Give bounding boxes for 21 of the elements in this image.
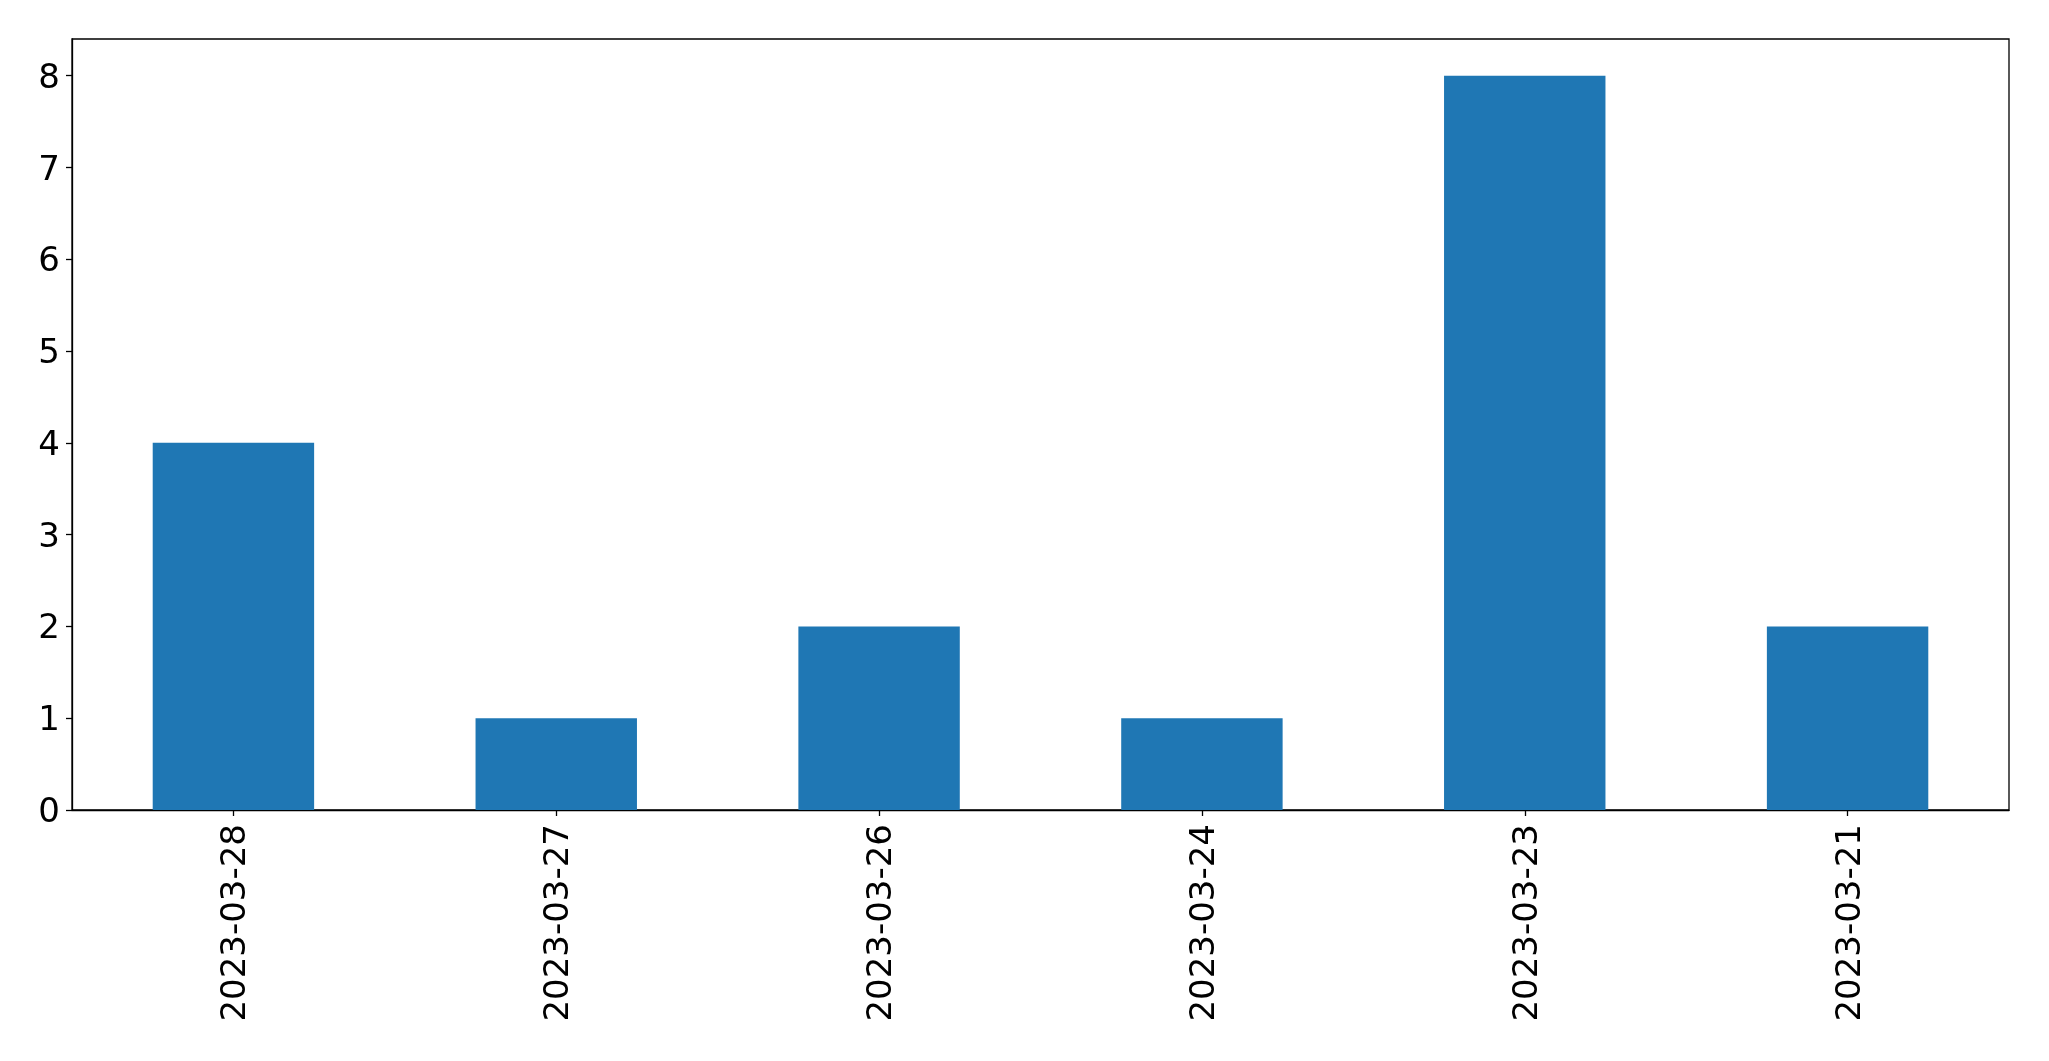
bar	[152, 442, 315, 810]
x-tick-label: 2023-03-24	[1181, 824, 1222, 1022]
y-tick-label: 1	[38, 698, 60, 739]
bar	[1766, 626, 1929, 810]
x-tick-label: 2023-03-28	[213, 824, 254, 1022]
y-tick-label: 0	[38, 790, 60, 830]
y-tick-label: 2	[38, 606, 60, 647]
x-tick-label: 2023-03-23	[1504, 824, 1545, 1022]
x-tick-label: 2023-03-27	[536, 824, 577, 1022]
y-tick-label: 7	[38, 147, 60, 188]
x-tick-label: 2023-03-21	[1827, 824, 1868, 1022]
y-tick-label: 4	[38, 422, 60, 463]
y-tick-label: 8	[38, 55, 60, 96]
bar	[475, 718, 637, 810]
y-tick-label: 5	[38, 331, 60, 372]
y-tick-label: 3	[38, 514, 60, 555]
x-tick-label: 2023-03-26	[859, 824, 900, 1022]
bar	[798, 626, 960, 810]
bar	[1444, 75, 1606, 810]
y-tick-label: 6	[38, 239, 60, 280]
bar	[1121, 718, 1283, 810]
